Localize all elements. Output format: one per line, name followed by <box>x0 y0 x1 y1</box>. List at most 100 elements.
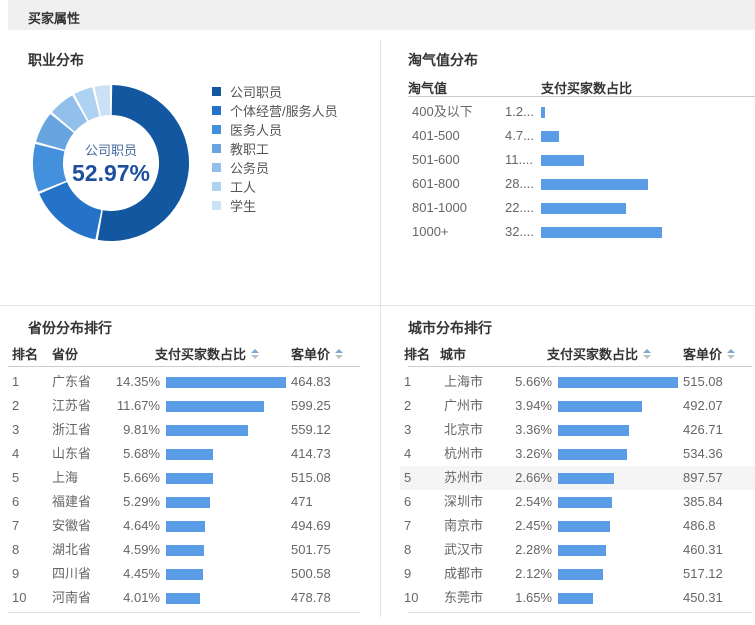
legend-item[interactable]: 公司职员 <box>212 82 338 101</box>
taoqi-range-label: 400及以下 <box>412 104 473 119</box>
table-row[interactable]: 3 北京市 3.36% 426.71 <box>400 418 755 442</box>
table-row[interactable]: 8 武汉市 2.28% 460.31 <box>400 538 755 562</box>
name-cell: 广东省 <box>52 374 92 389</box>
share-cell: 5.68% <box>123 446 160 461</box>
province-table-body: 1 广东省 14.35% 464.83 2 江苏省 11.67% 599.25 3 浙江省 9.81… <box>8 370 372 610</box>
rank-cell: 2 <box>12 398 20 413</box>
table-row[interactable]: 4 杭州市 3.26% 534.36 <box>400 442 755 466</box>
table-row[interactable]: 3 浙江省 9.81% 559.12 <box>8 418 372 442</box>
province-sort-share[interactable] <box>251 349 260 359</box>
rank-cell: 7 <box>12 518 20 533</box>
table-row[interactable]: 1 上海市 5.66% 515.08 <box>400 370 755 394</box>
table-row[interactable]: 6 深圳市 2.54% 385.84 <box>400 490 755 514</box>
donut-svg[interactable] <box>32 84 190 242</box>
price-cell: 460.31 <box>683 542 723 557</box>
taoqi-value: 32.... <box>505 224 534 239</box>
table-row[interactable]: 10 东莞市 1.65% 450.31 <box>400 586 755 610</box>
share-cell: 5.29% <box>123 494 160 509</box>
taoqi-value: 11.... <box>505 152 533 167</box>
table-row[interactable]: 9 成都市 2.12% 517.12 <box>400 562 755 586</box>
taoqi-range-label: 1000+ <box>412 224 449 239</box>
taoqi-bar <box>541 131 559 142</box>
city-table-header: 排名 城市 支付买家数占比 客单价 <box>400 344 755 366</box>
province-sort-price[interactable] <box>335 349 344 359</box>
share-bar <box>166 377 286 388</box>
province-title: 省份分布排行 <box>28 320 112 336</box>
legend-item[interactable]: 教职工 <box>212 139 338 158</box>
city-col-name: 城市 <box>440 347 467 362</box>
taoqi-bar <box>541 179 648 190</box>
share-bar <box>558 593 593 604</box>
city-sort-share[interactable] <box>643 349 652 359</box>
donut-segment[interactable] <box>51 95 88 132</box>
share-cell: 3.26% <box>515 446 552 461</box>
rank-cell: 1 <box>404 374 412 389</box>
name-cell: 浙江省 <box>52 422 92 437</box>
name-cell: 北京市 <box>444 422 484 437</box>
table-row[interactable]: 7 安徽省 4.64% 494.69 <box>8 514 372 538</box>
share-cell: 4.59% <box>123 542 160 557</box>
share-cell: 4.45% <box>123 566 160 581</box>
legend-item[interactable]: 工人 <box>212 177 338 196</box>
donut-segment[interactable] <box>74 87 100 121</box>
name-cell: 成都市 <box>444 566 484 581</box>
price-cell: 471 <box>291 494 313 509</box>
donut-segment[interactable] <box>94 85 111 117</box>
sort-up-icon <box>727 349 736 353</box>
table-row[interactable]: 5 苏州市 2.66% 897.57 <box>400 466 755 490</box>
name-cell: 上海市 <box>444 374 484 389</box>
rank-cell: 7 <box>404 518 412 533</box>
taoqi-bar <box>541 227 662 238</box>
rank-cell: 10 <box>12 590 27 605</box>
table-row[interactable]: 10 河南省 4.01% 478.78 <box>8 586 372 610</box>
price-cell: 494.69 <box>291 518 331 533</box>
donut-segment[interactable] <box>39 182 102 240</box>
horizontal-divider <box>0 305 755 306</box>
taoqi-header-underline <box>408 96 755 97</box>
taoqi-value: 4.7... <box>505 128 534 143</box>
name-cell: 广州市 <box>444 398 484 413</box>
share-bar <box>558 497 612 508</box>
share-bar <box>166 593 200 604</box>
table-row[interactable]: 9 四川省 4.45% 500.58 <box>8 562 372 586</box>
table-row[interactable]: 2 广州市 3.94% 492.07 <box>400 394 755 418</box>
share-cell: 2.66% <box>515 470 552 485</box>
table-row[interactable]: 1 广东省 14.35% 464.83 <box>8 370 372 394</box>
price-cell: 517.12 <box>683 566 723 581</box>
rank-cell: 5 <box>12 470 20 485</box>
price-cell: 559.12 <box>291 422 331 437</box>
price-cell: 500.58 <box>291 566 331 581</box>
donut-segment[interactable] <box>35 113 74 150</box>
price-cell: 426.71 <box>683 422 723 437</box>
name-cell: 四川省 <box>52 566 92 581</box>
taoqi-range-label: 401-500 <box>412 128 460 143</box>
legend-label: 工人 <box>230 180 257 195</box>
rank-cell: 10 <box>404 590 419 605</box>
legend-item[interactable]: 学生 <box>212 196 338 215</box>
legend-item[interactable]: 公务员 <box>212 158 338 177</box>
table-row[interactable]: 2 江苏省 11.67% 599.25 <box>8 394 372 418</box>
donut-segment[interactable] <box>32 143 67 192</box>
legend-item[interactable]: 个体经营/服务人员 <box>212 101 338 120</box>
share-cell: 2.45% <box>515 518 552 533</box>
table-row[interactable]: 8 湖北省 4.59% 501.75 <box>8 538 372 562</box>
table-row[interactable]: 7 南京市 2.45% 486.8 <box>400 514 755 538</box>
share-cell: 2.12% <box>515 566 552 581</box>
share-bar <box>166 473 213 484</box>
city-sort-price[interactable] <box>727 349 736 359</box>
donut-segment[interactable] <box>97 85 190 242</box>
table-row[interactable]: 4 山东省 5.68% 414.73 <box>8 442 372 466</box>
table-row[interactable]: 6 福建省 5.29% 471 <box>8 490 372 514</box>
occupation-donut-chart[interactable]: 公司职员 52.97% <box>32 84 190 242</box>
taoqi-value: 28.... <box>505 176 534 191</box>
price-cell: 478.78 <box>291 590 331 605</box>
city-title: 城市分布排行 <box>408 320 492 336</box>
table-row[interactable]: 5 上海 5.66% 515.08 <box>8 466 372 490</box>
province-table-header: 排名 省份 支付买家数占比 客单价 <box>8 344 372 366</box>
share-cell: 5.66% <box>123 470 160 485</box>
taoqi-row: 601-800 28.... <box>400 172 755 196</box>
name-cell: 安徽省 <box>52 518 92 533</box>
legend-item[interactable]: 医务人员 <box>212 120 338 139</box>
taoqi-value: 22.... <box>505 200 534 215</box>
legend-label: 公司职员 <box>230 85 283 100</box>
